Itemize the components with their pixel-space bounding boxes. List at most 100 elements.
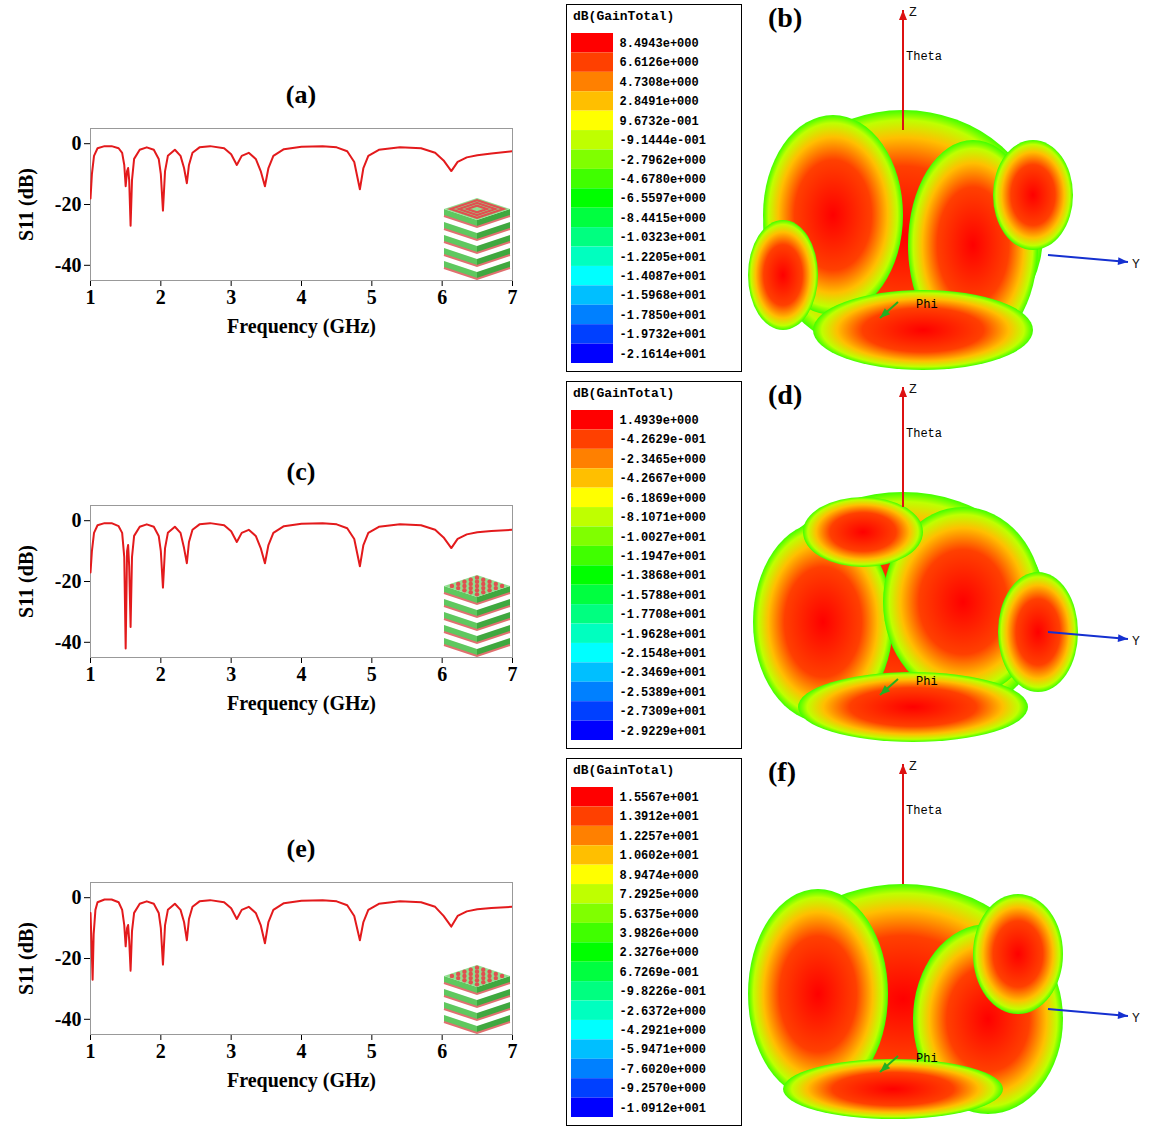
svg-text:-40: -40	[55, 631, 82, 653]
svg-text:6.7269e-001: 6.7269e-001	[620, 966, 699, 980]
svg-text:Phi: Phi	[916, 675, 938, 689]
svg-text:Frequency (GHz): Frequency (GHz)	[227, 692, 376, 715]
svg-text:-1.0027e+001: -1.0027e+001	[620, 531, 706, 545]
svg-text:Theta: Theta	[906, 804, 942, 818]
svg-text:4: 4	[297, 286, 307, 308]
svg-text:5: 5	[367, 663, 377, 685]
svg-text:-2.3465e+000: -2.3465e+000	[620, 453, 706, 467]
svg-text:-5.9471e+000: -5.9471e+000	[620, 1043, 706, 1057]
svg-text:0: 0	[72, 509, 82, 531]
svg-text:4: 4	[297, 1040, 307, 1062]
svg-text:Phi: Phi	[916, 298, 938, 312]
svg-text:6.6126e+000: 6.6126e+000	[620, 56, 699, 70]
svg-text:Z: Z	[909, 382, 917, 397]
svg-text:7: 7	[508, 286, 518, 308]
svg-text:-2.1614e+001: -2.1614e+001	[620, 348, 706, 362]
svg-text:Phi: Phi	[916, 1052, 938, 1066]
svg-text:-1.3868e+001: -1.3868e+001	[620, 569, 706, 583]
svg-text:2: 2	[156, 663, 166, 685]
svg-text:3: 3	[226, 1040, 236, 1062]
svg-text:1: 1	[86, 1040, 96, 1062]
svg-text:5: 5	[367, 286, 377, 308]
svg-text:-2.9229e+001: -2.9229e+001	[620, 725, 706, 739]
svg-text:-1.7850e+001: -1.7850e+001	[620, 309, 706, 323]
svg-text:8.4943e+000: 8.4943e+000	[620, 37, 699, 51]
svg-text:-1.7708e+001: -1.7708e+001	[620, 608, 706, 622]
svg-text:S11 (dB): S11 (dB)	[15, 922, 38, 995]
svg-text:-6.5597e+000: -6.5597e+000	[620, 192, 706, 206]
svg-text:8.9474e+000: 8.9474e+000	[620, 869, 699, 883]
svg-text:-7.6020e+000: -7.6020e+000	[620, 1063, 706, 1077]
svg-text:-9.8226e-001: -9.8226e-001	[620, 985, 706, 999]
svg-text:-20: -20	[55, 193, 82, 215]
svg-text:3.9826e+000: 3.9826e+000	[620, 927, 699, 941]
svg-text:1.2257e+001: 1.2257e+001	[620, 830, 699, 844]
svg-text:Y: Y	[1132, 257, 1140, 272]
svg-text:-4.2921e+000: -4.2921e+000	[620, 1024, 706, 1038]
svg-text:-1.9628e+001: -1.9628e+001	[620, 628, 706, 642]
svg-text:-1.0323e+001: -1.0323e+001	[620, 231, 706, 245]
svg-text:-20: -20	[55, 947, 82, 969]
svg-text:Z: Z	[909, 5, 917, 20]
svg-text:Theta: Theta	[906, 50, 942, 64]
svg-text:0: 0	[72, 132, 82, 154]
svg-text:-1.0912e+001: -1.0912e+001	[620, 1102, 706, 1116]
svg-text:-6.1869e+000: -6.1869e+000	[620, 492, 706, 506]
svg-text:Frequency (GHz): Frequency (GHz)	[227, 1069, 376, 1092]
svg-text:-1.5788e+001: -1.5788e+001	[620, 589, 706, 603]
svg-text:-2.7309e+001: -2.7309e+001	[620, 705, 706, 719]
svg-text:-40: -40	[55, 254, 82, 276]
svg-text:6: 6	[437, 1040, 447, 1062]
svg-text:-9.2570e+000: -9.2570e+000	[620, 1082, 706, 1096]
svg-text:0: 0	[72, 886, 82, 908]
svg-text:-4.2667e+000: -4.2667e+000	[620, 472, 706, 486]
svg-text:-4.6780e+000: -4.6780e+000	[620, 173, 706, 187]
svg-text:-1.4087e+001: -1.4087e+001	[620, 270, 706, 284]
svg-text:S11 (dB): S11 (dB)	[15, 168, 38, 241]
svg-text:1.5567e+001: 1.5567e+001	[620, 791, 699, 805]
svg-text:2: 2	[156, 286, 166, 308]
svg-text:Y: Y	[1132, 634, 1140, 649]
svg-text:1: 1	[86, 663, 96, 685]
svg-text:-2.6372e+000: -2.6372e+000	[620, 1005, 706, 1019]
html-text:(b): (b)	[768, 2, 803, 33]
svg-text:1.0602e+001: 1.0602e+001	[620, 849, 699, 863]
svg-text:2.8491e+000: 2.8491e+000	[620, 95, 699, 109]
svg-text:-4.2629e-001: -4.2629e-001	[620, 433, 706, 447]
svg-text:-8.1071e+000: -8.1071e+000	[620, 511, 706, 525]
svg-text:-1.2205e+001: -1.2205e+001	[620, 251, 706, 265]
svg-text:5: 5	[367, 1040, 377, 1062]
svg-text:6: 6	[437, 286, 447, 308]
svg-text:7: 7	[508, 1040, 518, 1062]
svg-text:1.3912e+001: 1.3912e+001	[620, 810, 699, 824]
svg-text:3: 3	[226, 663, 236, 685]
svg-text:-2.3469e+001: -2.3469e+001	[620, 666, 706, 680]
svg-text:4.7308e+000: 4.7308e+000	[620, 76, 699, 90]
svg-text:-1.5968e+001: -1.5968e+001	[620, 289, 706, 303]
svg-text:S11 (dB): S11 (dB)	[15, 545, 38, 618]
svg-text:-20: -20	[55, 570, 82, 592]
svg-text:6: 6	[437, 663, 447, 685]
svg-text:2.3276e+000: 2.3276e+000	[620, 946, 699, 960]
svg-text:1: 1	[86, 286, 96, 308]
svg-text:Frequency (GHz): Frequency (GHz)	[227, 315, 376, 338]
svg-text:-2.7962e+000: -2.7962e+000	[620, 154, 706, 168]
svg-text:-1.1947e+001: -1.1947e+001	[620, 550, 706, 564]
svg-text:-1.9732e+001: -1.9732e+001	[620, 328, 706, 342]
svg-text:3: 3	[226, 286, 236, 308]
svg-text:7.2925e+000: 7.2925e+000	[620, 888, 699, 902]
svg-text:-8.4415e+000: -8.4415e+000	[620, 212, 706, 226]
svg-text:Theta: Theta	[906, 427, 942, 441]
svg-text:4: 4	[297, 663, 307, 685]
svg-text:-2.1548e+001: -2.1548e+001	[620, 647, 706, 661]
svg-text:-2.5389e+001: -2.5389e+001	[620, 686, 706, 700]
svg-text:-9.1444e-001: -9.1444e-001	[620, 134, 706, 148]
svg-text:5.6375e+000: 5.6375e+000	[620, 908, 699, 922]
svg-text:9.6732e-001: 9.6732e-001	[620, 115, 699, 129]
svg-text:7: 7	[508, 663, 518, 685]
svg-text:Y: Y	[1132, 1011, 1140, 1026]
svg-text:2: 2	[156, 1040, 166, 1062]
svg-text:-40: -40	[55, 1008, 82, 1030]
svg-text:Z: Z	[909, 759, 917, 774]
svg-text:1.4939e+000: 1.4939e+000	[620, 414, 699, 428]
